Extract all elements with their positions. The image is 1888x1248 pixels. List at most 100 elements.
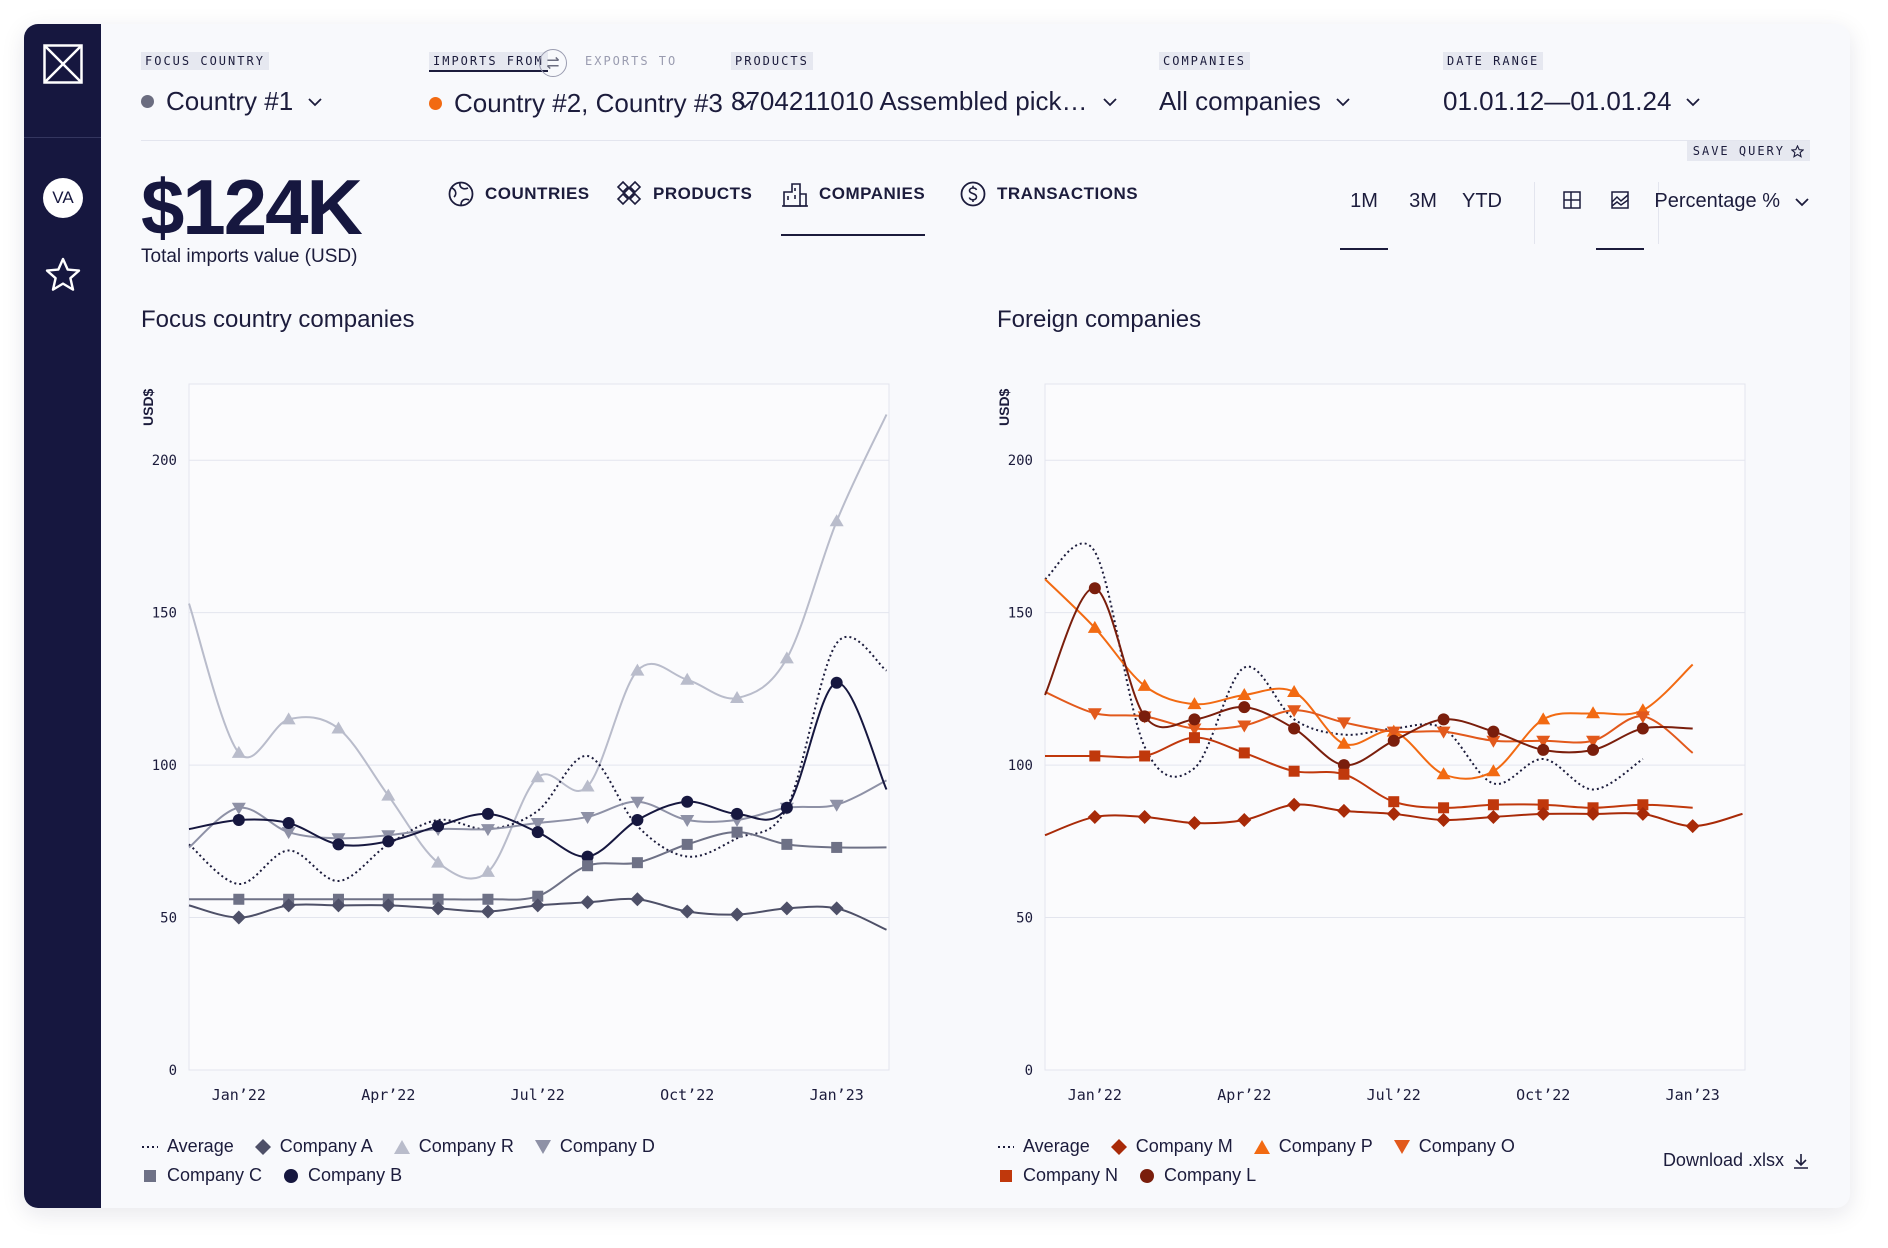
- data-point: [531, 826, 544, 839]
- filter-label: DATE RANGE: [1443, 52, 1544, 70]
- imports-from-value: Country #2, Country #3: [454, 88, 723, 118]
- y-tick-label: 0: [169, 1063, 177, 1079]
- tab-label: PRODUCTS: [653, 184, 753, 203]
- data-point: [1386, 726, 1401, 739]
- data-point: [1388, 796, 1400, 808]
- data-point: [631, 813, 644, 826]
- data-point: [1139, 750, 1151, 762]
- filter-exports-to[interactable]: EXPORTS TO: [581, 52, 681, 70]
- filter-products[interactable]: PRODUCTS 8704211010 Assembled pick…: [731, 52, 1118, 117]
- diamond-marker-icon: [254, 1138, 271, 1155]
- metric-select[interactable]: Percentage %: [1654, 190, 1810, 213]
- data-point: [1437, 713, 1450, 726]
- legend-company-r[interactable]: Company R: [393, 1136, 514, 1157]
- circle-marker-icon: [1140, 1168, 1155, 1183]
- period-ytd[interactable]: YTD: [1462, 190, 1502, 212]
- series-company-n: [1045, 732, 1693, 814]
- data-point: [331, 898, 346, 913]
- total-value-label: Total imports value (USD): [141, 246, 358, 267]
- y-axis-label: USD$: [140, 388, 156, 426]
- x-tick-label: Jan’23: [1666, 1086, 1720, 1104]
- legend-average[interactable]: Average: [997, 1136, 1090, 1157]
- data-point: [233, 893, 245, 905]
- tab-products[interactable]: PRODUCTS: [615, 180, 753, 248]
- x-tick-label: Jan’23: [810, 1086, 864, 1104]
- legend-company-n[interactable]: Company N: [997, 1165, 1118, 1186]
- tab-transactions[interactable]: TRANSACTIONS: [959, 181, 1138, 248]
- period-3m[interactable]: 3M: [1409, 190, 1437, 212]
- avatar[interactable]: VA: [43, 178, 83, 218]
- filter-focus-country[interactable]: FOCUS COUNTRY Country #1: [141, 52, 323, 117]
- data-point: [1586, 806, 1601, 821]
- x-tick-label: Oct’22: [660, 1086, 714, 1104]
- data-point: [1237, 720, 1252, 733]
- country-dot: [429, 97, 442, 110]
- focus-chart-legend: Average Company A Company R Company D Co…: [141, 1132, 675, 1190]
- dollar-icon: [960, 181, 986, 207]
- legend-company-c[interactable]: Company C: [141, 1165, 262, 1186]
- data-point: [580, 895, 595, 910]
- filter-companies[interactable]: COMPANIES All companies: [1159, 52, 1351, 117]
- tab-companies[interactable]: COMPANIES: [781, 183, 926, 236]
- legend-label: Company R: [418, 1136, 514, 1156]
- legend-company-o[interactable]: Company O: [1393, 1136, 1515, 1157]
- data-point: [1635, 806, 1650, 821]
- legend-average[interactable]: Average: [141, 1136, 234, 1157]
- data-point: [631, 857, 643, 869]
- data-point: [1486, 809, 1501, 824]
- table-view-button[interactable]: [1548, 190, 1596, 250]
- download-xlsx-button[interactable]: Download .xlsx: [1663, 1150, 1810, 1171]
- data-point: [530, 818, 545, 831]
- data-point: [1336, 736, 1351, 749]
- data-point: [1486, 735, 1501, 748]
- filter-label: FOCUS COUNTRY: [141, 52, 269, 70]
- data-point: [730, 907, 745, 922]
- data-point: [582, 860, 594, 872]
- control-divider: [1658, 182, 1659, 244]
- data-point: [830, 676, 843, 689]
- data-point: [831, 841, 843, 853]
- filter-label[interactable]: EXPORTS TO: [585, 54, 678, 68]
- legend-company-b[interactable]: Company B: [282, 1165, 402, 1186]
- legend-company-d[interactable]: Company D: [534, 1136, 655, 1157]
- data-point: [530, 898, 545, 913]
- swap-direction-icon[interactable]: [539, 49, 567, 77]
- star-icon[interactable]: [44, 256, 82, 294]
- chart-view-button[interactable]: [1596, 190, 1644, 250]
- legend-company-m[interactable]: Company M: [1110, 1136, 1233, 1157]
- logo-x-icon[interactable]: [43, 44, 83, 84]
- dotted-line-icon: [998, 1145, 1014, 1148]
- filter-date-range[interactable]: DATE RANGE 01.01.12—01.01.24: [1443, 52, 1701, 117]
- tab-countries[interactable]: COUNTRIES: [447, 181, 590, 248]
- filter-imports-from[interactable]: IMPORTS FROM Country #2, Country #3: [429, 52, 753, 119]
- legend-company-l[interactable]: Company L: [1138, 1165, 1256, 1186]
- legend-label: Average: [1023, 1136, 1090, 1156]
- legend-company-a[interactable]: Company A: [254, 1136, 373, 1157]
- table-view-icon: [1563, 191, 1581, 209]
- products-icon: [616, 180, 642, 206]
- chevron-down-icon: [738, 99, 752, 108]
- data-point: [1487, 725, 1500, 738]
- data-point: [580, 811, 595, 824]
- data-point: [1287, 797, 1302, 812]
- period-1m[interactable]: 1M: [1340, 190, 1388, 250]
- data-point: [431, 855, 446, 868]
- x-tick-label: Jan’22: [212, 1086, 266, 1104]
- data-point: [482, 893, 494, 905]
- data-point: [1287, 705, 1302, 718]
- legend-company-p[interactable]: Company P: [1253, 1136, 1373, 1157]
- data-point: [1336, 803, 1351, 818]
- filter-label[interactable]: IMPORTS FROM: [429, 52, 548, 72]
- date-range-value: 01.01.12—01.01.24: [1443, 86, 1672, 116]
- data-point: [581, 850, 594, 863]
- data-point: [1287, 684, 1302, 697]
- data-point: [281, 827, 296, 840]
- data-point: [630, 892, 645, 907]
- data-point: [680, 672, 695, 685]
- header-divider: [141, 140, 1810, 141]
- data-point: [1238, 701, 1251, 714]
- save-query-button[interactable]: SAVE QUERY: [1686, 141, 1810, 161]
- data-point: [1436, 726, 1451, 739]
- data-point: [1685, 819, 1700, 834]
- data-point: [779, 901, 794, 916]
